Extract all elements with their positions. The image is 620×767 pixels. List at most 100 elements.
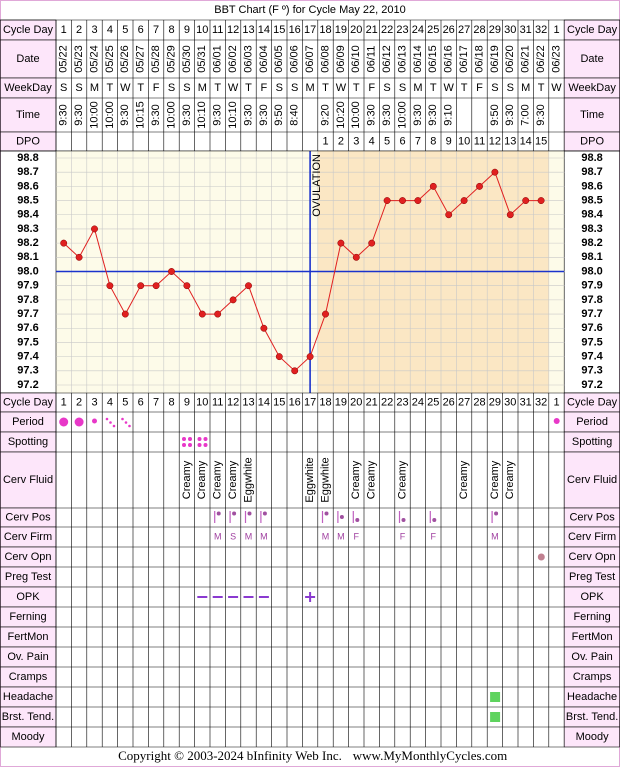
y-tick-label: 97.5: [17, 336, 38, 348]
spotting-icon: [182, 443, 186, 447]
date-label: 05/28: [150, 45, 162, 73]
row-label: Moody: [11, 731, 45, 743]
y-tick-label: 97.3: [581, 365, 602, 377]
spotting-icon: [203, 443, 208, 447]
temperature-point: [491, 168, 499, 176]
cycle-day-label: 31: [520, 396, 532, 408]
y-tick-label: 98.1: [581, 251, 602, 263]
fluid-label: Creamy: [350, 460, 362, 499]
cycle-day-label: 24: [412, 396, 424, 408]
cerv-pos-dot: [401, 518, 406, 522]
entry-label: M: [214, 531, 222, 541]
period-icon: [59, 417, 69, 427]
weekday-label: S: [168, 82, 175, 94]
temperature-point: [245, 282, 252, 290]
cycle-day-label: 14: [258, 396, 270, 408]
spotting-icon: [197, 443, 202, 447]
cycle-day-label: 19: [335, 396, 347, 408]
row-label: Cerv Opn: [4, 551, 51, 563]
date-label: 06/04: [258, 45, 270, 73]
weekday-label: T: [137, 82, 144, 94]
dpo-label: 13: [504, 135, 516, 147]
row-label: Cerv Firm: [568, 531, 616, 543]
row-label: Preg Test: [5, 571, 51, 583]
weekday-label: T: [107, 82, 114, 94]
row-label: Ov. Pain: [7, 651, 48, 663]
y-tick-label: 97.7: [581, 308, 602, 320]
y-tick-label: 98.8: [581, 152, 602, 164]
weekday-label: F: [476, 82, 483, 94]
temperature-point: [75, 253, 83, 261]
y-tick-label: 98.7: [17, 166, 38, 178]
weekday-label: W: [444, 82, 455, 94]
row-label: Cycle Day: [3, 24, 54, 36]
cerv-pos-dot: [494, 511, 499, 516]
cycle-day-label: 13: [242, 396, 254, 408]
date-label: 06/09: [335, 45, 347, 73]
row-label: Period: [12, 416, 44, 428]
time-label: 10:00: [350, 101, 362, 129]
dpo-label: 7: [415, 135, 421, 147]
date-label: 06/20: [504, 45, 516, 73]
cycle-day-label: 22: [381, 396, 393, 408]
cycle_day-label: 20: [350, 24, 362, 36]
opk-icons: [197, 592, 316, 602]
weekday-label: T: [430, 82, 437, 94]
cycle-day-label: 20: [350, 396, 362, 408]
entry-label: F: [431, 531, 437, 541]
icons: [59, 417, 560, 722]
cycle-day-label: 1: [61, 396, 67, 408]
temperature-point: [275, 353, 283, 361]
cerv-pos-dot: [324, 511, 329, 516]
temperature-point: [337, 239, 345, 247]
temperature-point: [506, 211, 514, 219]
cycle_day-label: 14: [258, 24, 270, 36]
cycle_day-label: 31: [520, 24, 532, 36]
date-label: 06/06: [289, 45, 301, 73]
period-icon: [553, 418, 560, 424]
temperature-point: [522, 197, 530, 205]
time-label: 9:30: [58, 104, 70, 125]
row-label: Period: [576, 416, 608, 428]
weekday-label: W: [551, 82, 562, 94]
date-label: 06/17: [458, 45, 470, 73]
time-label: 9:30: [504, 104, 516, 125]
fluid-label: Creamy: [504, 460, 516, 499]
time-label: 10:00: [396, 101, 408, 129]
fluid-label: Creamy: [227, 460, 239, 499]
cycle-day-label: 12: [227, 396, 239, 408]
copyright: Copyright © 2003-2024 bInfinity Web Inc.: [118, 748, 342, 763]
spotting-icon: [203, 437, 208, 441]
y-tick-label: 98.4: [581, 209, 603, 221]
cycle_day-label: 9: [184, 24, 190, 36]
fluid-label: Creamy: [396, 460, 408, 499]
temperature-point: [214, 310, 222, 318]
time-label: 9:30: [535, 104, 547, 125]
time-label: 10:00: [88, 101, 100, 129]
entry-label: M: [491, 531, 499, 541]
cycle_day-label: 8: [168, 24, 174, 36]
time-label: 9:30: [150, 104, 162, 125]
time-label: 10:20: [335, 101, 347, 129]
row-label: Headache: [567, 691, 617, 703]
temperature-point: [537, 197, 545, 205]
cycle_day-label: 6: [138, 24, 144, 36]
date-label: 05/30: [181, 45, 193, 73]
time-label: 9:30: [119, 104, 131, 125]
cycle_day-label: 25: [427, 24, 439, 36]
cycle_day-label: 22: [381, 24, 393, 36]
date-label: 05/27: [135, 45, 147, 73]
y-tick-label: 97.4: [17, 351, 39, 363]
date-label: 05/31: [196, 45, 208, 73]
temperature-point: [121, 310, 129, 318]
temperature-point: [399, 197, 406, 205]
cerv-pos-dot: [262, 511, 267, 516]
row-label: Cerv Pos: [5, 511, 51, 523]
cycle_day-label: 21: [366, 24, 378, 36]
temperature-point: [291, 367, 299, 375]
entry-label: F: [354, 531, 360, 541]
cycle-day-label: 8: [168, 396, 174, 408]
row-label: Brst. Tend.: [566, 711, 618, 723]
y-tick-label: 98.1: [17, 251, 38, 263]
date-label: 06/23: [550, 45, 562, 73]
